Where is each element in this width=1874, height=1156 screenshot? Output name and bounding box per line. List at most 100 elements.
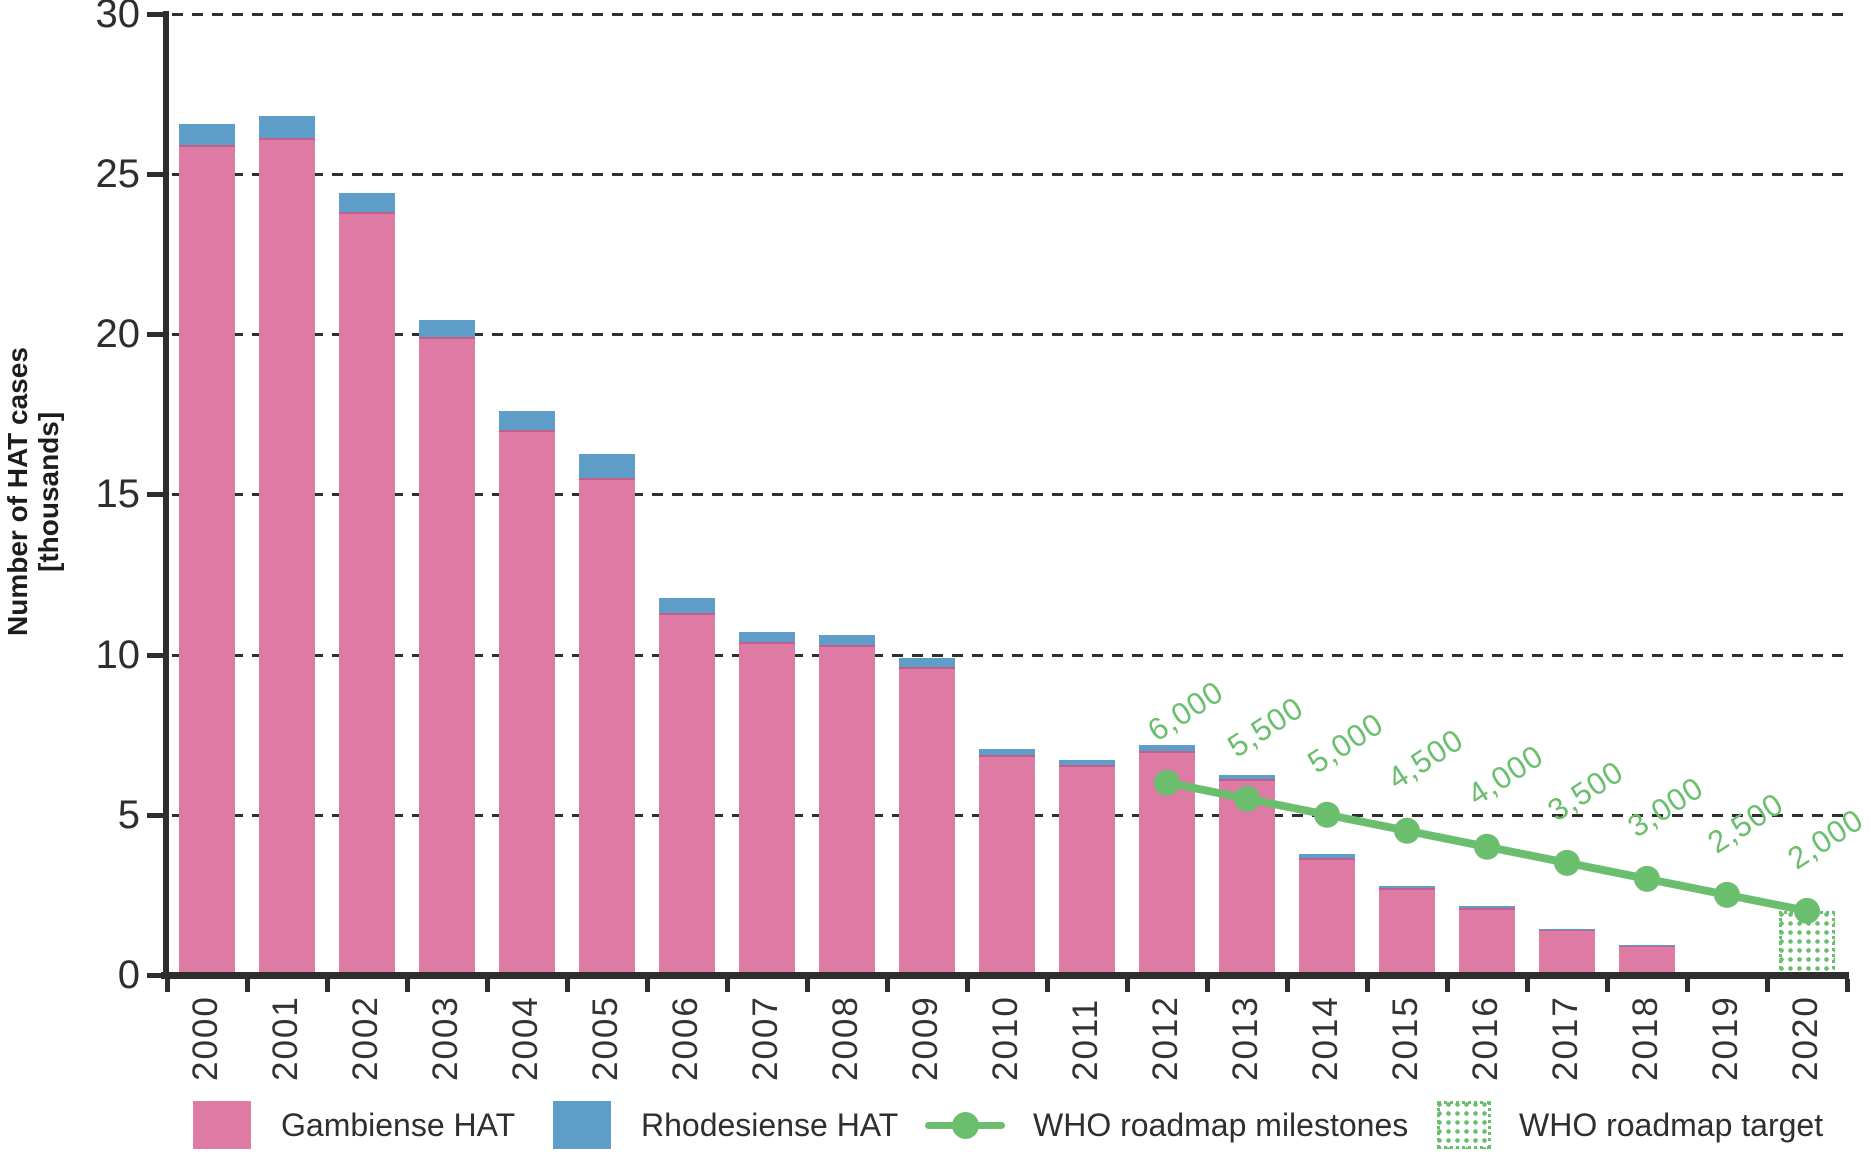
bar-2008-gambiense xyxy=(819,644,875,975)
rhodesiense-swatch-icon xyxy=(553,1101,611,1149)
gridline-25 xyxy=(172,172,1843,176)
legend-item-target: WHO roadmap target xyxy=(1437,1098,1823,1152)
bar-2002-gambiense xyxy=(339,212,395,975)
x-label-2003: 2003 xyxy=(426,995,465,1081)
bar-2008-rhodesiense xyxy=(819,635,875,645)
y-axis-title-line1: Number of HAT cases xyxy=(2,347,33,637)
milestone-label-2014: 5,000 xyxy=(1301,705,1390,780)
bar-2009-rhodesiense xyxy=(899,657,955,668)
target-bar-2020 xyxy=(1779,910,1835,975)
x-tick-8 xyxy=(805,979,810,992)
x-tick-1 xyxy=(245,979,250,992)
legend-item-milestones: WHO roadmap milestones xyxy=(925,1098,1408,1152)
bar-2005-rhodesiense xyxy=(579,454,635,479)
bar-2007-gambiense xyxy=(739,641,795,975)
x-tick-18 xyxy=(1605,979,1610,992)
y-tick-30 xyxy=(147,11,166,17)
y-tick-20 xyxy=(147,332,166,337)
x-tick-0 xyxy=(165,979,170,992)
x-tick-21 xyxy=(1845,979,1850,992)
x-label-2014: 2014 xyxy=(1306,995,1345,1081)
x-label-2004: 2004 xyxy=(506,995,545,1081)
y-tick-label-0: 0 xyxy=(117,953,140,997)
y-tick-5 xyxy=(147,812,166,818)
x-label-2016: 2016 xyxy=(1466,995,1505,1081)
x-axis-line xyxy=(161,972,1849,979)
x-label-2005: 2005 xyxy=(586,995,625,1081)
bar-2003-gambiense xyxy=(419,337,475,975)
y-tick-label-15: 15 xyxy=(95,472,141,517)
target-dotted-swatch-icon xyxy=(1437,1101,1491,1149)
milestones-line-dot-icon xyxy=(925,1101,1005,1149)
y-tick-label-30: 30 xyxy=(95,0,141,36)
y-tick-15 xyxy=(147,492,166,498)
bar-2014-gambiense xyxy=(1299,858,1355,975)
legend-item-rhodesiense: Rhodesiense HAT xyxy=(553,1098,898,1152)
x-label-2010: 2010 xyxy=(986,995,1025,1081)
x-label-2011: 2011 xyxy=(1066,997,1105,1081)
bar-2003-rhodesiense xyxy=(419,319,475,338)
bar-2013-gambiense xyxy=(1219,778,1275,975)
bar-2018-gambiense xyxy=(1619,945,1675,975)
milestone-label-2013: 5,500 xyxy=(1221,689,1310,764)
milestone-dot-2018 xyxy=(1634,865,1660,892)
x-label-2000: 2000 xyxy=(186,995,225,1081)
gridline-15 xyxy=(172,493,1843,497)
bar-2007-rhodesiense xyxy=(739,632,795,642)
x-tick-12 xyxy=(1125,979,1130,992)
legend-label-rhodesiense: Rhodesiense HAT xyxy=(641,1106,899,1143)
y-tick-25 xyxy=(147,171,166,177)
milestone-label-2017: 3,500 xyxy=(1541,753,1630,828)
milestone-label-2015: 4,500 xyxy=(1381,721,1470,796)
x-tick-3 xyxy=(405,979,410,992)
x-tick-13 xyxy=(1205,979,1210,992)
bar-2001-rhodesiense xyxy=(259,116,315,139)
y-tick-0 xyxy=(147,973,166,978)
gridline-30 xyxy=(172,12,1843,16)
bar-2017-rhodesiense xyxy=(1539,928,1595,930)
bar-2013-rhodesiense xyxy=(1219,775,1275,779)
milestone-dot-2019 xyxy=(1714,881,1740,908)
x-label-2001: 2001 xyxy=(266,995,305,1081)
x-tick-15 xyxy=(1365,979,1370,992)
legend-item-gambiense: Gambiense HAT xyxy=(193,1098,515,1152)
bar-2004-rhodesiense xyxy=(499,410,555,431)
bar-2005-gambiense xyxy=(579,478,635,975)
bar-2017-gambiense xyxy=(1539,929,1595,975)
x-label-2019: 2019 xyxy=(1706,995,1745,1081)
x-tick-9 xyxy=(885,979,890,992)
x-tick-19 xyxy=(1685,979,1690,992)
bar-2015-gambiense xyxy=(1379,888,1435,975)
bar-2000-rhodesiense xyxy=(179,124,235,145)
bar-2010-gambiense xyxy=(979,755,1035,975)
y-tick-label-20: 20 xyxy=(95,312,141,356)
x-label-2008: 2008 xyxy=(826,995,865,1081)
milestone-label-2019: 2,500 xyxy=(1701,785,1790,861)
bar-2002-rhodesiense xyxy=(339,192,395,213)
y-tick-10 xyxy=(147,652,166,658)
x-label-2013: 2013 xyxy=(1226,995,1265,1081)
bar-2012-rhodesiense xyxy=(1139,745,1195,751)
bar-2014-rhodesiense xyxy=(1299,854,1355,858)
gridline-10 xyxy=(172,653,1843,657)
x-tick-10 xyxy=(965,979,970,992)
x-tick-2 xyxy=(325,979,330,992)
x-tick-20 xyxy=(1765,979,1770,992)
y-axis-line xyxy=(163,11,169,978)
legend-label-gambiense: Gambiense HAT xyxy=(281,1106,516,1143)
milestone-dot-2015 xyxy=(1394,817,1420,844)
milestone-label-2016: 4,000 xyxy=(1461,737,1550,812)
y-tick-label-10: 10 xyxy=(95,632,141,677)
x-tick-16 xyxy=(1445,979,1450,992)
x-label-2009: 2009 xyxy=(906,995,945,1081)
x-label-2018: 2018 xyxy=(1626,995,1665,1081)
bar-2015-rhodesiense xyxy=(1379,886,1435,889)
bar-2001-gambiense xyxy=(259,138,315,975)
x-tick-4 xyxy=(485,979,490,992)
x-tick-17 xyxy=(1525,979,1530,992)
x-tick-14 xyxy=(1285,979,1290,992)
legend-label-target: WHO roadmap target xyxy=(1519,1106,1824,1143)
x-tick-11 xyxy=(1045,979,1050,992)
x-label-2015: 2015 xyxy=(1386,995,1425,1081)
bar-2012-gambiense xyxy=(1139,750,1195,975)
